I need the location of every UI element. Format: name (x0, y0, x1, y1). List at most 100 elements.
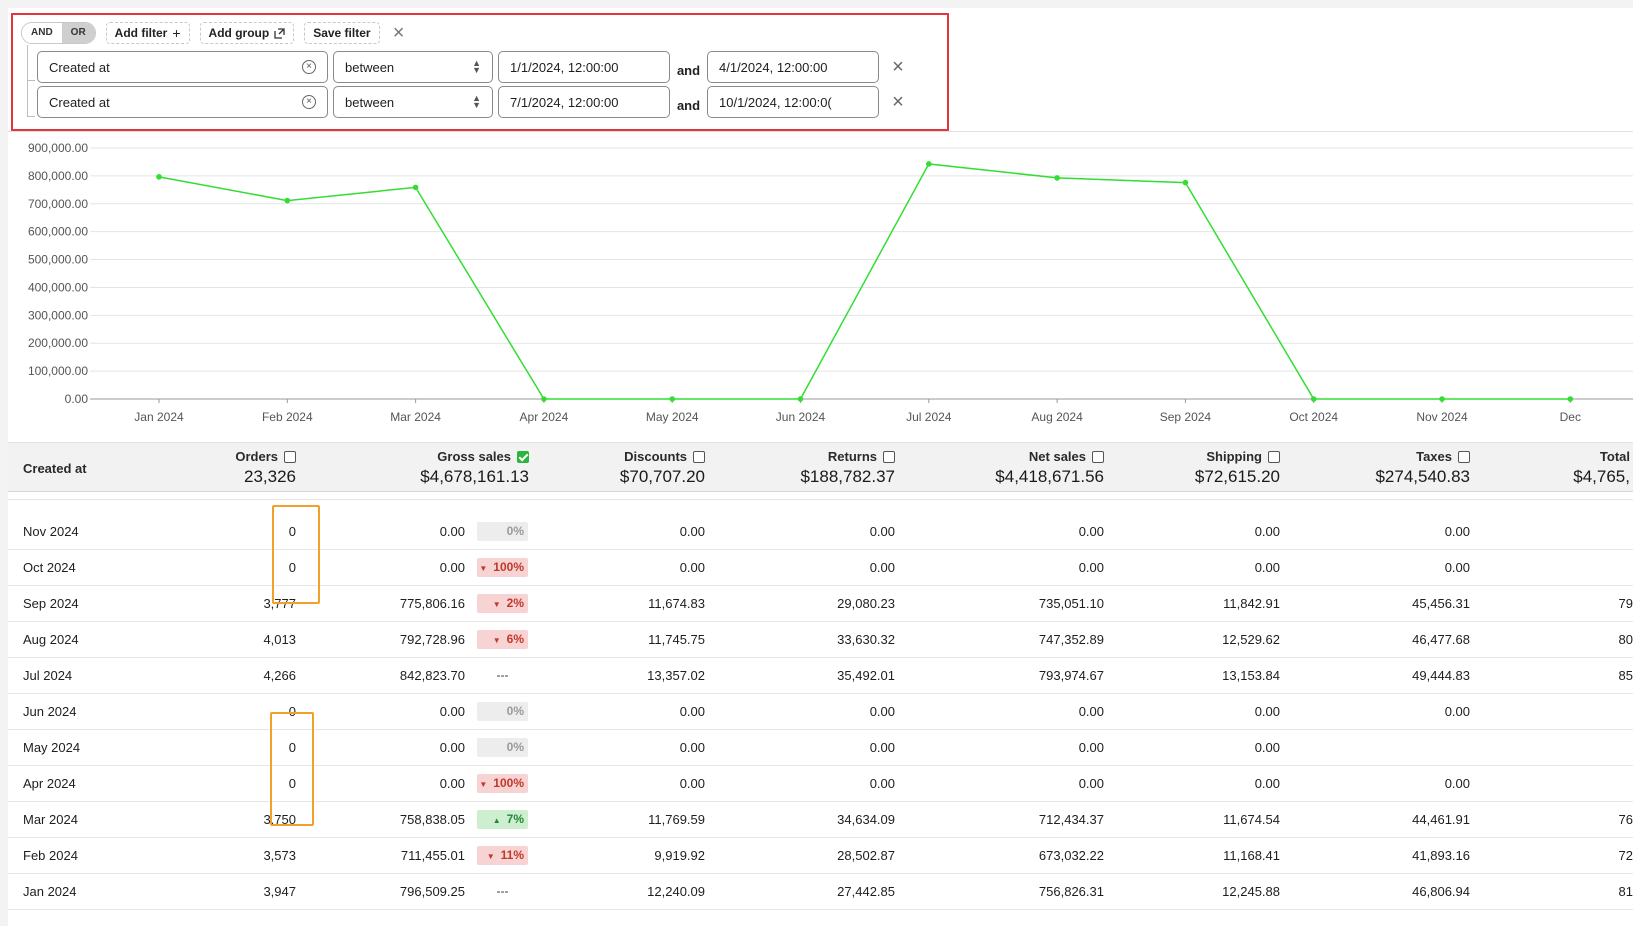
checkbox[interactable] (284, 450, 296, 463)
operator-select[interactable]: between ▲ ▼ (333, 51, 493, 83)
remove-filter-icon[interactable]: × (892, 55, 904, 78)
table-row[interactable]: Mar 2024 3,750 758,838.05 11,769.59 34,634.0… (8, 802, 1633, 838)
remove-filter-icon[interactable]: × (892, 90, 904, 113)
highlight-box (270, 712, 314, 826)
table-row[interactable]: Oct 2024 0 0.00 0.00 0.00 0.00 0.00 0.00 ▼ 100% (8, 550, 1633, 586)
gross-cell: 842,823.70 (399, 668, 465, 683)
operator-select[interactable]: between ▲ ▼ (333, 86, 493, 118)
table-row[interactable]: May 2024 0 0.00 0.00 0.00 0.00 0.00 0% (8, 730, 1633, 766)
data-point[interactable] (669, 396, 675, 402)
net-cell: 0.00 (1078, 560, 1104, 575)
change-value: --- (496, 668, 509, 682)
discounts-cell: 12,240.09 (647, 884, 705, 899)
column-header[interactable]: Total $4,765, (1573, 443, 1630, 493)
close-filter-icon[interactable]: × (392, 22, 405, 44)
column-total: $72,615.20 (1194, 467, 1280, 486)
y-tick-label: 800,000.00 (28, 169, 88, 183)
table-row[interactable]: Jun 2024 0 0.00 0.00 0.00 0.00 0.00 0.00 0% (8, 694, 1633, 730)
column-header[interactable]: Shipping $72,615.20 (1195, 443, 1280, 493)
column-header[interactable]: Gross sales $4,678,161.13 (420, 443, 529, 493)
gross-cell: 758,838.05 (399, 812, 465, 827)
checkbox[interactable] (1092, 450, 1104, 463)
orders-cell: 3,573 (263, 848, 296, 863)
net-cell: 756,826.31 (1038, 884, 1104, 899)
add-filter-label: Add filter (114, 26, 168, 40)
checked-checkbox[interactable] (517, 450, 529, 463)
column-total: $4,418,671.56 (995, 467, 1104, 486)
table-row[interactable]: Sep 2024 3,777 775,806.16 11,674.83 29,080.2… (8, 586, 1633, 622)
data-point[interactable] (156, 174, 162, 180)
and-label: and (676, 97, 701, 113)
data-point[interactable] (797, 396, 804, 402)
net-cell: 712,434.37 (1038, 812, 1104, 827)
table-row[interactable]: Feb 2024 3,573 711,455.01 9,919.92 28,502.87… (8, 838, 1633, 874)
column-header[interactable]: Orders 23,326 (235, 443, 296, 493)
save-filter-button[interactable]: Save filter (304, 22, 380, 44)
data-point[interactable] (412, 184, 419, 191)
data-point[interactable] (541, 396, 547, 402)
add-group-button[interactable]: Add group (199, 22, 295, 44)
shipping-cell: 12,529.62 (1222, 632, 1280, 647)
y-tick-label: 500,000.00 (28, 253, 88, 267)
total-cell: 76 (1618, 812, 1633, 827)
taxes-cell: 44,461.91 (1412, 812, 1470, 827)
table-row[interactable]: Nov 2024 0 0.00 0.00 0.00 0.00 0.00 0.00 0% (8, 514, 1633, 550)
from-date-input[interactable]: 1/1/2024, 12:00:00 (498, 51, 670, 83)
and-toggle-button[interactable]: AND (22, 23, 62, 43)
change-badge: ▼ 11% (477, 846, 528, 865)
data-point[interactable] (284, 197, 291, 204)
to-date-input[interactable]: 4/1/2024, 12:00:00 (707, 51, 879, 83)
table-row[interactable]: Jul 2024 4,266 842,823.70 13,357.02 35,492.0… (8, 658, 1633, 694)
table-row[interactable]: Jan 2024 3,947 796,509.25 12,240.09 27,442.8… (8, 874, 1633, 910)
shipping-cell: 13,153.84 (1222, 668, 1280, 683)
total-cell: 72 (1618, 848, 1633, 863)
data-point[interactable] (1054, 175, 1060, 181)
change-value: 0% (506, 704, 524, 718)
or-toggle-button[interactable]: OR (61, 23, 95, 43)
column-total: $274,540.83 (1375, 467, 1470, 486)
y-tick-label: 100,000.00 (28, 364, 88, 378)
shipping-cell: 0.00 (1254, 560, 1280, 575)
column-header[interactable]: Returns $188,782.37 (800, 443, 895, 493)
checkbox[interactable] (883, 450, 895, 463)
x-tick-label: Mar 2024 (390, 410, 441, 424)
column-header[interactable]: Net sales $4,418,671.56 (995, 443, 1104, 493)
down-arrow-icon: ▼ (492, 600, 501, 609)
data-point[interactable] (1310, 396, 1317, 402)
table-row[interactable]: Apr 2024 0 0.00 0.00 0.00 0.00 0.00 0.00 ▼ 100% (8, 766, 1633, 802)
data-point[interactable] (926, 161, 932, 167)
field-select[interactable]: Created at × (37, 86, 328, 118)
divider (8, 131, 1633, 132)
checkbox[interactable] (1268, 450, 1280, 463)
table-row[interactable]: Aug 2024 4,013 792,728.96 11,745.75 33,630.3… (8, 622, 1633, 658)
shipping-cell: 0.00 (1254, 704, 1280, 719)
created-at-header[interactable]: Created at (23, 461, 87, 476)
returns-cell: 0.00 (870, 492, 895, 500)
checkbox[interactable] (1458, 450, 1470, 463)
field-select[interactable]: Created at × (37, 51, 328, 83)
from-date-input[interactable]: 7/1/2024, 12:00:00 (498, 86, 670, 118)
net-cell: 735,051.10 (1038, 596, 1104, 611)
checkbox[interactable] (693, 450, 705, 463)
taxes-cell: 49,444.83 (1412, 668, 1470, 683)
period-cell: Jan 2024 (23, 884, 77, 899)
add-group-label: Add group (208, 26, 270, 40)
gross-cell: 775,806.16 (399, 596, 465, 611)
add-filter-button[interactable]: Add filter + (105, 22, 190, 44)
orders-cell: 0 (288, 524, 296, 539)
clear-circle-icon[interactable]: × (302, 60, 316, 74)
x-tick-label: Jun 2024 (776, 410, 826, 424)
data-point[interactable] (1567, 396, 1574, 402)
data-point[interactable] (1439, 396, 1445, 402)
clear-circle-icon[interactable]: × (302, 95, 316, 109)
x-tick-label: Jan 2024 (134, 410, 184, 424)
to-date-input[interactable]: 10/1/2024, 12:00:0( (707, 86, 879, 118)
column-header[interactable]: Discounts $70,707.20 (620, 443, 705, 493)
column-header[interactable]: Taxes $274,540.83 (1375, 443, 1470, 493)
data-point[interactable] (1182, 179, 1189, 186)
net-cell: 0.00 (1079, 492, 1104, 500)
tree-connector (27, 45, 37, 117)
table-header: Created at Orders 23,326 Gross sales $4,678… (8, 442, 1633, 492)
